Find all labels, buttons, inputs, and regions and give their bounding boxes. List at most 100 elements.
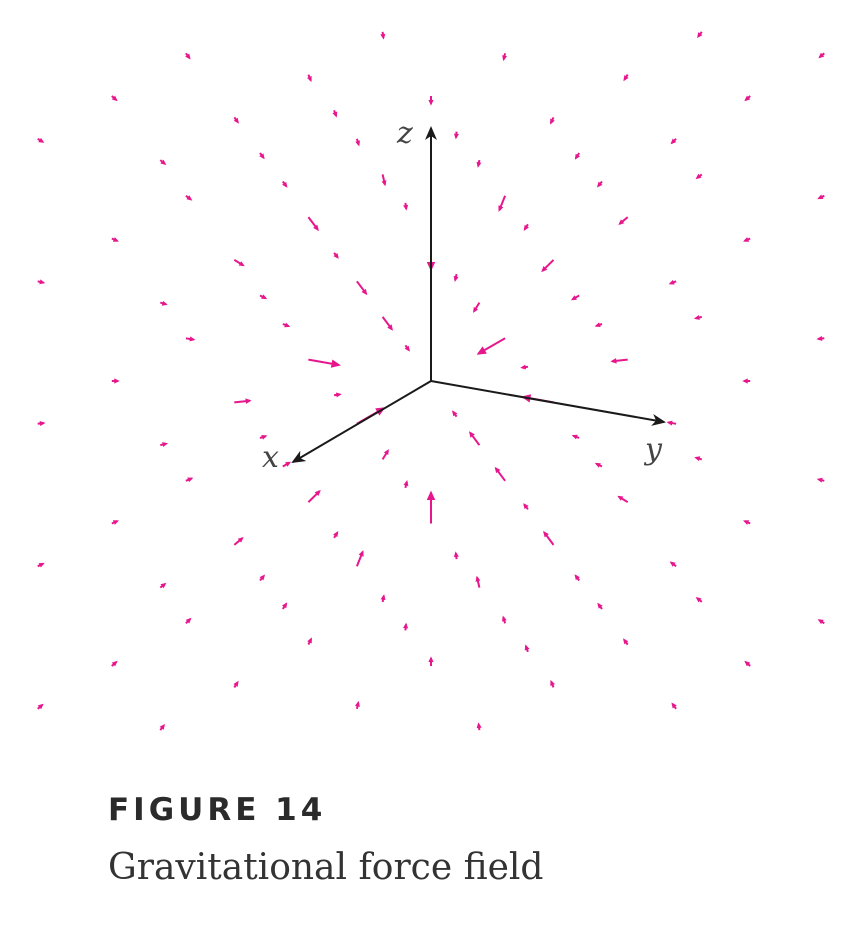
field-vector-arrowhead bbox=[550, 679, 555, 687]
field-vector-arrowhead bbox=[502, 615, 507, 622]
field-vector-arrowhead bbox=[358, 550, 364, 557]
field-vector-arrowhead bbox=[160, 582, 167, 589]
field-vector-arrowhead bbox=[259, 153, 265, 160]
field-vector-arrowhead bbox=[617, 495, 624, 501]
field-vector-arrowhead bbox=[281, 602, 288, 609]
field-vector-arrowhead bbox=[261, 294, 268, 300]
field-vector-arrowhead bbox=[743, 237, 750, 242]
field-vector-arrowhead bbox=[524, 644, 530, 651]
field-vector-arrowhead bbox=[816, 477, 823, 483]
field-vector-arrowhead bbox=[403, 204, 409, 211]
field-vector-arrowhead bbox=[550, 118, 555, 125]
field-vector-arrowhead bbox=[818, 52, 825, 59]
field-vector-arrowhead bbox=[742, 378, 748, 384]
field-vector-arrowhead bbox=[285, 461, 292, 467]
field-vector-arrowhead bbox=[669, 561, 676, 567]
field-vector-arrowhead bbox=[38, 562, 45, 568]
field-vector-arrowhead bbox=[574, 153, 581, 160]
field-vector-arrowhead bbox=[380, 594, 386, 601]
z-axis-label: z bbox=[396, 116, 413, 151]
field-vector-arrowhead bbox=[574, 574, 580, 581]
force-field-diagram: z y x bbox=[37, 31, 825, 731]
field-vector-arrowhead bbox=[494, 466, 501, 474]
field-vector-arrowhead bbox=[817, 619, 824, 625]
field-vector-arrowhead bbox=[245, 398, 252, 404]
field-vector-arrowhead bbox=[37, 703, 44, 710]
field-vector-arrowhead bbox=[111, 95, 118, 102]
field-vector-arrowhead bbox=[816, 335, 823, 341]
field-vector-arrowhead bbox=[623, 638, 629, 645]
field-vector-arrowhead bbox=[523, 224, 529, 231]
field-vector-arrowhead bbox=[361, 288, 368, 296]
field-vector-arrowhead bbox=[475, 575, 481, 582]
field-vector-arrowhead bbox=[237, 537, 244, 543]
field-vector-arrowhead bbox=[162, 442, 169, 448]
field-vector-arrowhead bbox=[596, 181, 603, 188]
field-vector-arrowhead bbox=[185, 53, 191, 60]
field-vector-arrowhead bbox=[333, 252, 339, 259]
figure-label: FIGURE 14 bbox=[108, 792, 327, 828]
field-vector-arrowhead bbox=[473, 306, 479, 313]
field-vector-arrowhead bbox=[469, 431, 475, 438]
field-vector-arrowhead bbox=[314, 489, 321, 497]
field-vector-arrowhead bbox=[610, 358, 617, 364]
field-vector-arrowhead bbox=[541, 265, 548, 273]
field-vector-arrowhead bbox=[333, 531, 339, 538]
field-vector-arrowhead bbox=[186, 195, 193, 201]
field-vector-arrowhead bbox=[817, 194, 824, 200]
field-vector-arrowhead bbox=[160, 159, 167, 166]
field-vector-arrowhead bbox=[403, 480, 409, 487]
field-vector-arrowhead bbox=[381, 180, 387, 187]
field-vector-arrowhead bbox=[161, 300, 168, 306]
field-vector-arrowhead bbox=[571, 434, 578, 440]
field-vector-arrowhead bbox=[112, 237, 119, 242]
field-vector-arrowhead bbox=[670, 138, 677, 145]
field-vector-arrowhead bbox=[695, 173, 702, 180]
field-vector-arrowhead bbox=[282, 181, 288, 188]
field-vector-arrowhead bbox=[668, 279, 675, 285]
field-vector-arrowhead bbox=[313, 224, 319, 232]
figure-caption: Gravitational force field bbox=[108, 847, 544, 888]
x-axis bbox=[291, 380, 432, 464]
field-vector-arrowhead bbox=[743, 520, 750, 525]
field-vector-arrowhead bbox=[335, 392, 342, 398]
field-vector-arrowhead bbox=[594, 322, 601, 328]
field-vector-arrowhead bbox=[453, 275, 459, 282]
figure-caption-block: FIGURE 14 Gravitational force field bbox=[108, 788, 543, 894]
field-vector-arrowhead bbox=[597, 602, 603, 609]
field-vector-arrowhead bbox=[238, 261, 245, 267]
field-vector-arrowhead bbox=[428, 656, 434, 662]
y-axis-label: y bbox=[643, 432, 663, 467]
field-vector-arrowhead bbox=[426, 490, 436, 500]
field-vector-arrowhead bbox=[520, 364, 527, 370]
field-vector-arrowhead bbox=[693, 314, 700, 320]
field-vector-arrowhead bbox=[453, 551, 459, 558]
field-vector-arrowhead bbox=[261, 434, 268, 440]
field-vector-arrowhead bbox=[383, 449, 389, 456]
field-vector-arrowhead bbox=[112, 520, 119, 525]
field-vector-arrowhead bbox=[114, 378, 120, 384]
field-vector-arrowhead bbox=[39, 421, 46, 427]
field-vector-arrowhead bbox=[332, 111, 338, 118]
field-vector-arrowhead bbox=[502, 55, 508, 62]
field-vector-arrowhead bbox=[744, 660, 751, 667]
field-vector-arrowhead bbox=[476, 161, 482, 168]
field-vector-arrowhead bbox=[233, 680, 239, 687]
field-vector-arrowhead bbox=[744, 95, 751, 102]
field-vector-arrowhead bbox=[39, 279, 46, 285]
field-vector-arrowhead bbox=[380, 33, 386, 40]
y-axis bbox=[430, 380, 666, 426]
field-vector-arrowhead bbox=[403, 622, 409, 629]
field-vector-arrowhead bbox=[355, 140, 360, 147]
x-axis-label: x bbox=[262, 440, 279, 475]
field-vector-arrowhead bbox=[404, 345, 410, 352]
field-vector-arrowhead bbox=[233, 117, 239, 124]
field-vector-arrowhead bbox=[387, 324, 393, 331]
field-vector-arrowhead bbox=[476, 346, 487, 355]
field-vector-arrowhead bbox=[189, 336, 196, 342]
coordinate-axes bbox=[291, 126, 666, 464]
field-vector-arrowhead bbox=[523, 503, 529, 510]
field-vector-arrowhead bbox=[623, 75, 629, 82]
field-vector-arrowhead bbox=[284, 322, 291, 328]
field-vector-arrowhead bbox=[453, 133, 459, 140]
